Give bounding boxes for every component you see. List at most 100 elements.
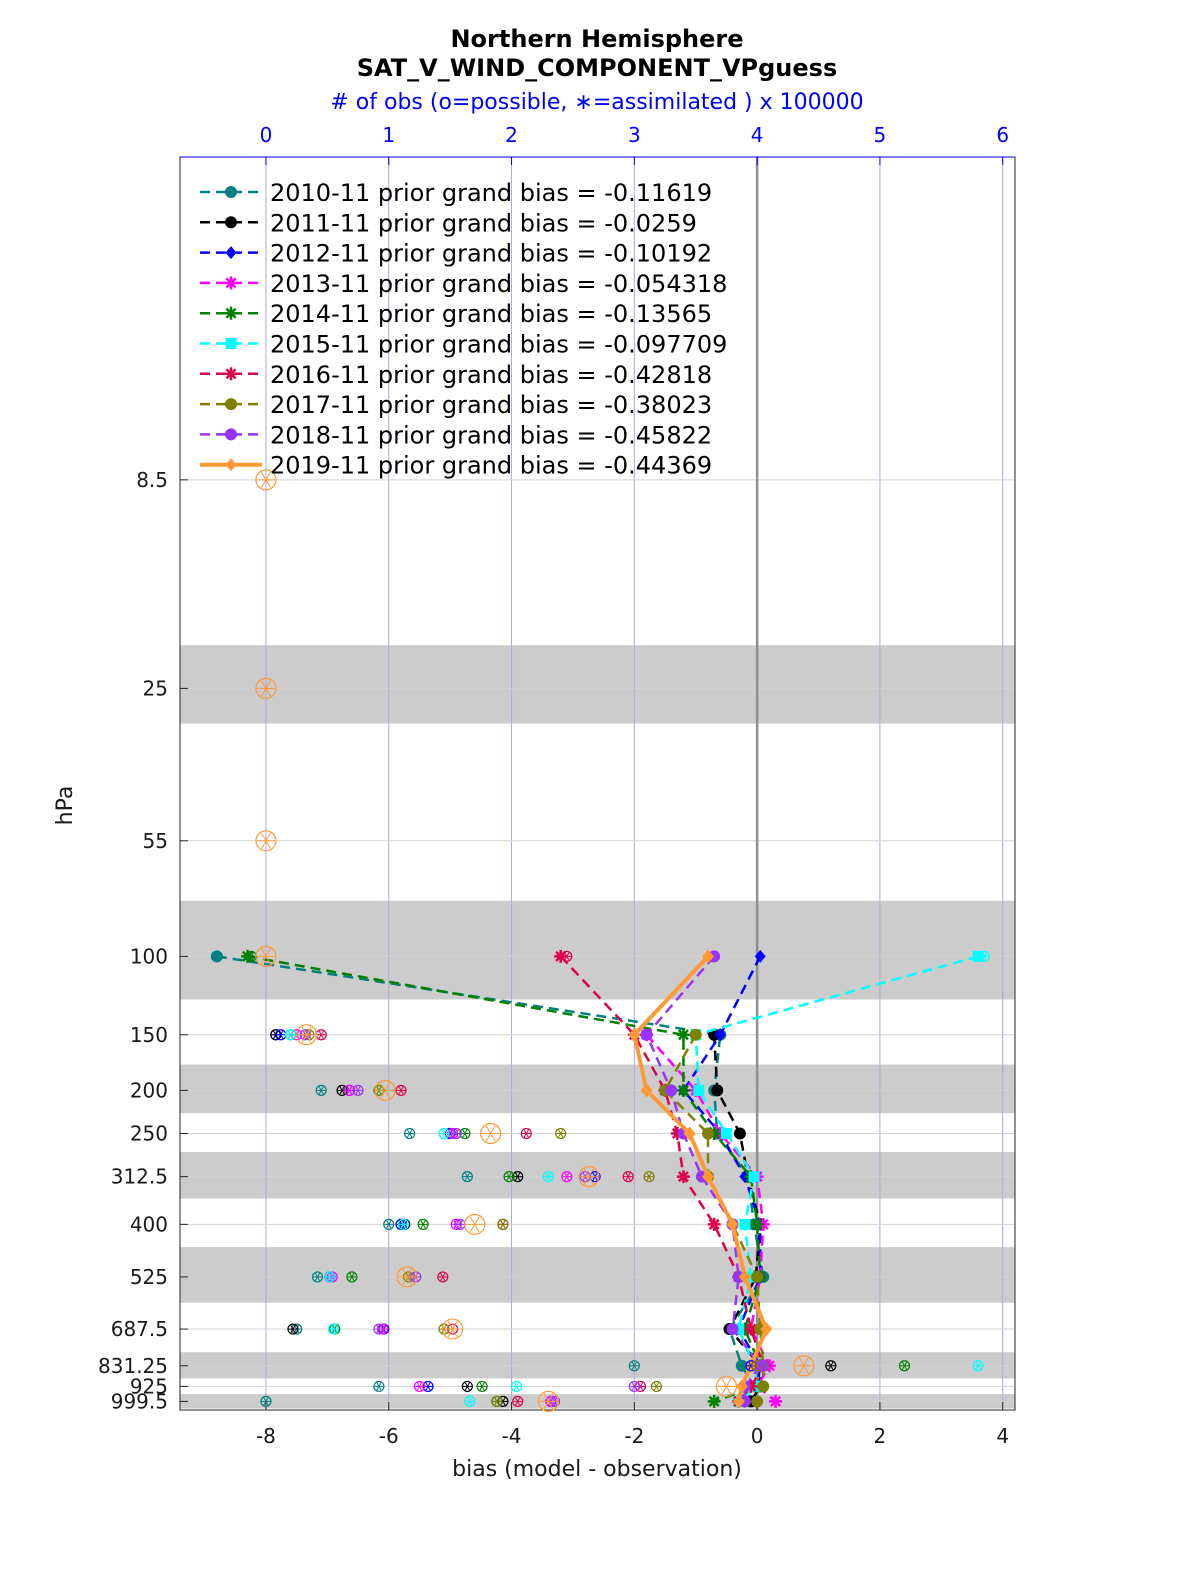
obs-possible-marker — [413, 1380, 426, 1393]
data-point — [693, 1084, 705, 1096]
star-stroke — [555, 950, 567, 962]
y-tick-label: 150 — [130, 1023, 168, 1047]
obs-assimilated-marker — [513, 1382, 520, 1391]
legend-label: 2015-11 prior grand bias = -0.097709 — [270, 331, 727, 359]
obs-possible-marker — [825, 1360, 837, 1372]
series-line — [559, 955, 765, 1403]
x-tick-label: 4 — [996, 1424, 1009, 1448]
obs-assimilated-marker — [646, 1172, 652, 1181]
data-point — [751, 1395, 764, 1408]
obs-possible-marker — [437, 1271, 449, 1283]
obs-possible-marker — [260, 1395, 272, 1407]
legend-label: 2017-11 prior grand bias = -0.38023 — [270, 391, 712, 419]
obs-assimilated-marker — [981, 952, 987, 961]
obs-assimilated-marker — [330, 1324, 337, 1334]
obs-assimilated-marker — [515, 1172, 521, 1181]
obs-possible-marker — [327, 1323, 340, 1335]
shaded-layer-bands — [180, 645, 1015, 1409]
shaded-band — [180, 1064, 1015, 1114]
data-point — [750, 1217, 764, 1231]
obs-possible-marker — [555, 1127, 567, 1140]
obs-assimilated-marker — [462, 1129, 468, 1138]
obs-assimilated-marker — [828, 1361, 834, 1370]
obs-count-markers — [245, 469, 990, 1412]
obs-possible-marker — [537, 1390, 559, 1412]
y-tick-label: 999.5 — [111, 1389, 168, 1413]
legend-marker — [224, 276, 238, 290]
data-point — [735, 1379, 748, 1394]
x-axis-label: bias (model - observation) — [452, 1457, 742, 1482]
shaded-band — [180, 1151, 1015, 1199]
obs-assimilated-marker — [261, 948, 271, 965]
legend: 2010-11 prior grand bias = -0.116192011-… — [200, 179, 727, 480]
chart-subtitle: SAT_V_WIND_COMPONENT_VPguess — [357, 54, 837, 82]
data-point — [707, 1394, 721, 1408]
top-tick-label: 0 — [260, 123, 273, 147]
star-stroke — [225, 277, 237, 289]
legend-entry-2014-11: 2014-11 prior grand bias = -0.13565 — [200, 300, 712, 328]
obs-assimilated-marker — [376, 1382, 382, 1391]
x-tick-label: -4 — [502, 1424, 522, 1448]
obs-assimilated-marker — [453, 1129, 459, 1138]
obs-assimilated-marker — [318, 1030, 324, 1039]
legend-marker — [224, 367, 238, 381]
obs-possible-marker — [255, 677, 277, 699]
obs-possible-marker — [373, 1380, 385, 1393]
y-tick-label: 100 — [130, 944, 168, 968]
obs-possible-marker — [255, 945, 277, 967]
data-point — [751, 1270, 764, 1283]
obs-assimilated-marker — [380, 1082, 390, 1099]
top-tick-label: 4 — [751, 123, 764, 147]
obs-possible-marker — [397, 1218, 410, 1230]
obs-possible-marker — [315, 1084, 327, 1096]
top-tick-label: 5 — [874, 123, 887, 147]
data-point — [676, 1083, 690, 1097]
obs-assimilated-marker — [631, 1382, 638, 1391]
series-line — [645, 1033, 777, 1403]
legend-label: 2010-11 prior grand bias = -0.11619 — [270, 179, 712, 207]
obs-assimilated-marker — [416, 1382, 423, 1391]
legend-label: 2012-11 prior grand bias = -0.10192 — [270, 240, 712, 268]
x-tick-label: -8 — [256, 1424, 276, 1448]
obs-possible-marker — [622, 1171, 634, 1183]
obs-assimilated-marker — [464, 1382, 471, 1391]
obs-possible-marker — [417, 1218, 429, 1230]
obs-assimilated-marker — [479, 1382, 485, 1391]
y-tick-label: 25 — [143, 676, 168, 700]
obs-assimilated-marker — [440, 1272, 446, 1282]
data-point — [972, 950, 984, 962]
obs-possible-marker — [561, 1171, 573, 1183]
obs-assimilated-marker — [469, 1216, 480, 1233]
obs-assimilated-marker — [287, 1030, 294, 1039]
star-stroke — [677, 1029, 689, 1041]
obs-possible-marker — [650, 1380, 663, 1393]
data-point — [689, 1028, 702, 1041]
obs-assimilated-marker — [263, 1397, 269, 1406]
top-tick-label: 2 — [505, 123, 518, 147]
text-labels: Northern Hemisphere SAT_V_WIND_COMPONENT… — [53, 25, 864, 1482]
shaded-band — [180, 900, 1015, 1000]
y-tick-label: 8.5 — [136, 468, 168, 492]
legend-entry-2010-11: 2010-11 prior grand bias = -0.11619 — [200, 179, 712, 207]
data-point — [676, 1028, 690, 1042]
data-point — [714, 1028, 726, 1042]
obs-assimilated-marker — [564, 952, 570, 961]
obs-possible-marker — [757, 1360, 769, 1372]
obs-assimilated-marker — [457, 1220, 463, 1229]
obs-assimilated-marker — [631, 1361, 638, 1370]
data-point — [748, 1171, 760, 1183]
data-point — [707, 1217, 721, 1231]
obs-assimilated-marker — [406, 1129, 413, 1138]
obs-possible-marker — [715, 1375, 738, 1398]
y-tick-label: 400 — [130, 1212, 168, 1236]
obs-possible-marker — [978, 950, 990, 962]
obs-assimilated-marker — [301, 1026, 312, 1043]
x-tick-label: -6 — [379, 1424, 399, 1448]
data-point — [711, 1084, 724, 1097]
star-stroke — [770, 1395, 782, 1407]
y-tick-label: 831.25 — [98, 1354, 168, 1378]
obs-assimilated-marker — [545, 1172, 552, 1181]
obs-possible-marker — [561, 950, 573, 962]
obs-possible-marker — [461, 1171, 473, 1183]
